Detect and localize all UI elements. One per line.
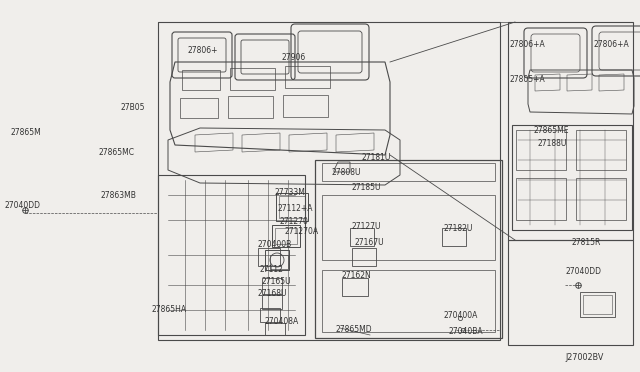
Text: 27040DD: 27040DD: [566, 267, 602, 276]
Bar: [322, 163, 495, 181]
Bar: [322, 195, 495, 260]
Text: 27165U: 27165U: [262, 276, 292, 285]
Bar: [270, 255, 288, 269]
Text: 27168U: 27168U: [258, 289, 287, 298]
Bar: [350, 228, 374, 246]
Bar: [352, 248, 376, 266]
Bar: [580, 292, 615, 317]
Bar: [516, 178, 566, 220]
Bar: [279, 196, 305, 218]
Text: 271270A: 271270A: [285, 227, 319, 235]
Bar: [342, 278, 368, 296]
Text: 27806+: 27806+: [188, 45, 218, 55]
Text: 271270: 271270: [280, 217, 309, 225]
Bar: [265, 323, 285, 335]
Text: 27185U: 27185U: [352, 183, 381, 192]
Bar: [508, 240, 633, 345]
Bar: [272, 225, 300, 247]
Text: 270400B: 270400B: [258, 240, 292, 248]
Text: 27865ME: 27865ME: [534, 125, 570, 135]
Bar: [265, 250, 289, 270]
Text: 270408A: 270408A: [265, 317, 300, 327]
Bar: [276, 193, 308, 221]
Text: 27863MB: 27863MB: [100, 190, 136, 199]
Text: 27B05: 27B05: [120, 103, 145, 112]
Bar: [258, 248, 280, 266]
Text: 27188U: 27188U: [538, 138, 568, 148]
Bar: [262, 295, 282, 309]
Bar: [576, 178, 626, 220]
Bar: [583, 295, 612, 314]
Bar: [275, 228, 297, 244]
Text: 27805+A: 27805+A: [510, 74, 546, 83]
Text: 27808U: 27808U: [332, 167, 362, 176]
Text: 27040DD: 27040DD: [4, 201, 40, 209]
Text: 27162N: 27162N: [342, 272, 372, 280]
Text: 27182U: 27182U: [444, 224, 474, 232]
Text: 27040BA: 27040BA: [449, 327, 484, 337]
Bar: [576, 130, 626, 170]
Bar: [260, 308, 280, 322]
Text: 27865MC: 27865MC: [98, 148, 134, 157]
Text: 27865HA: 27865HA: [152, 305, 187, 314]
Text: 27906: 27906: [282, 52, 307, 61]
Text: 27112: 27112: [260, 266, 284, 275]
Text: 27865M: 27865M: [10, 128, 41, 137]
Text: 27112+A: 27112+A: [278, 203, 314, 212]
Text: 27815R: 27815R: [572, 237, 602, 247]
Text: 27181U: 27181U: [362, 153, 392, 161]
Bar: [262, 278, 282, 294]
Text: 27733M: 27733M: [275, 187, 306, 196]
Bar: [442, 228, 466, 246]
Text: 27865MD: 27865MD: [336, 326, 372, 334]
Text: 27167U: 27167U: [355, 237, 385, 247]
Bar: [508, 22, 633, 240]
Text: 270400A: 270400A: [444, 311, 478, 320]
Bar: [322, 270, 495, 332]
Text: 27806+A: 27806+A: [510, 39, 546, 48]
Text: 27806+A: 27806+A: [594, 39, 630, 48]
Text: J27002BV: J27002BV: [565, 353, 604, 362]
Bar: [516, 130, 566, 170]
Text: 27127U: 27127U: [352, 221, 381, 231]
